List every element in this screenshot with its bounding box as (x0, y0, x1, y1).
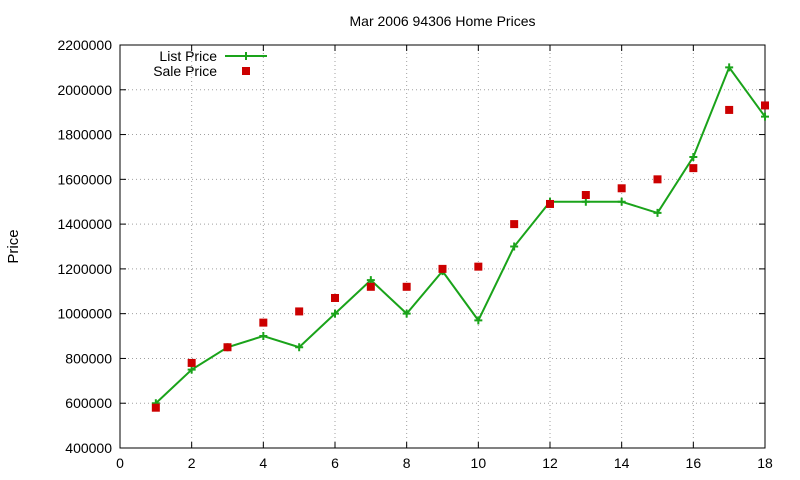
sale-price-point (259, 318, 268, 327)
y-tick-label: 400000 (65, 440, 112, 456)
x-tick-label: 12 (542, 455, 558, 471)
chart-title: Mar 2006 94306 Home Prices (350, 13, 536, 29)
x-tick-label: 2 (188, 455, 196, 471)
sale-price-point (151, 403, 160, 412)
axis-ticks (119, 44, 766, 449)
sale-price-point (438, 264, 447, 273)
sale-price-point (187, 358, 196, 367)
x-tick-label: 4 (259, 455, 267, 471)
list-price-marker (653, 208, 662, 217)
sale-price-point (295, 307, 304, 316)
y-tick-label: 2000000 (57, 82, 112, 98)
sale-price-point (331, 293, 339, 302)
y-tick-label: 800000 (65, 350, 112, 366)
grid (120, 45, 765, 448)
list-price-marker (295, 343, 304, 352)
sale-price-point (223, 343, 232, 352)
list-price-marker (474, 316, 483, 325)
y-tick-label: 2200000 (57, 37, 112, 53)
x-tick-label: 14 (614, 455, 630, 471)
sale-price-point (617, 184, 626, 193)
sale-price-point (689, 164, 698, 173)
list-price-marker (725, 63, 734, 72)
y-axis-label: Price (5, 229, 22, 263)
x-tick-label: 8 (403, 455, 411, 471)
y-tick-label: 1200000 (57, 261, 112, 277)
list-price-line (155, 65, 766, 404)
legend-label-list-price: List Price (159, 48, 217, 64)
sale-price-point (581, 191, 590, 200)
sale-price-point (402, 282, 411, 291)
y-tick-label: 1000000 (57, 306, 112, 322)
sale-price-point (761, 101, 769, 110)
y-tick-label: 1400000 (57, 216, 112, 232)
legend-marker-list-price (242, 52, 250, 60)
list-price-marker (689, 152, 698, 161)
y-tick-label: 600000 (65, 395, 112, 411)
legend: List Price Sale Price (153, 48, 267, 79)
series-layer (151, 63, 769, 412)
x-tick-label: 0 (116, 455, 124, 471)
plot-frame (119, 44, 766, 449)
list-price-marker (510, 242, 519, 251)
list-price-marker (617, 197, 626, 206)
sale-price-point (474, 262, 483, 271)
x-tick-label: 16 (686, 455, 702, 471)
sale-price-point (725, 105, 734, 114)
list-price-marker (402, 309, 411, 318)
x-tick-label: 18 (757, 455, 773, 471)
list-price-marker (761, 112, 769, 121)
y-tick-label: 1600000 (57, 171, 112, 187)
legend-marker-sale-price (242, 67, 250, 75)
list-price-marker (259, 332, 268, 341)
sale-price-point (510, 220, 519, 229)
legend-label-sale-price: Sale Price (153, 63, 217, 79)
sale-price-point (653, 175, 662, 184)
x-tick-label: 10 (471, 455, 487, 471)
tick-labels: 0 2 4 6 8 10 12 14 16 18 400000 600000 800000 1000000… (57, 37, 773, 471)
list-price-marker (187, 365, 196, 374)
y-tick-label: 1800000 (57, 127, 112, 143)
x-tick-label: 6 (331, 455, 339, 471)
sale-price-point (546, 199, 554, 208)
sale-price-point (366, 282, 375, 291)
list-price-marker (581, 197, 590, 206)
list-price-marker (331, 309, 339, 318)
list-price-marker (366, 276, 375, 285)
